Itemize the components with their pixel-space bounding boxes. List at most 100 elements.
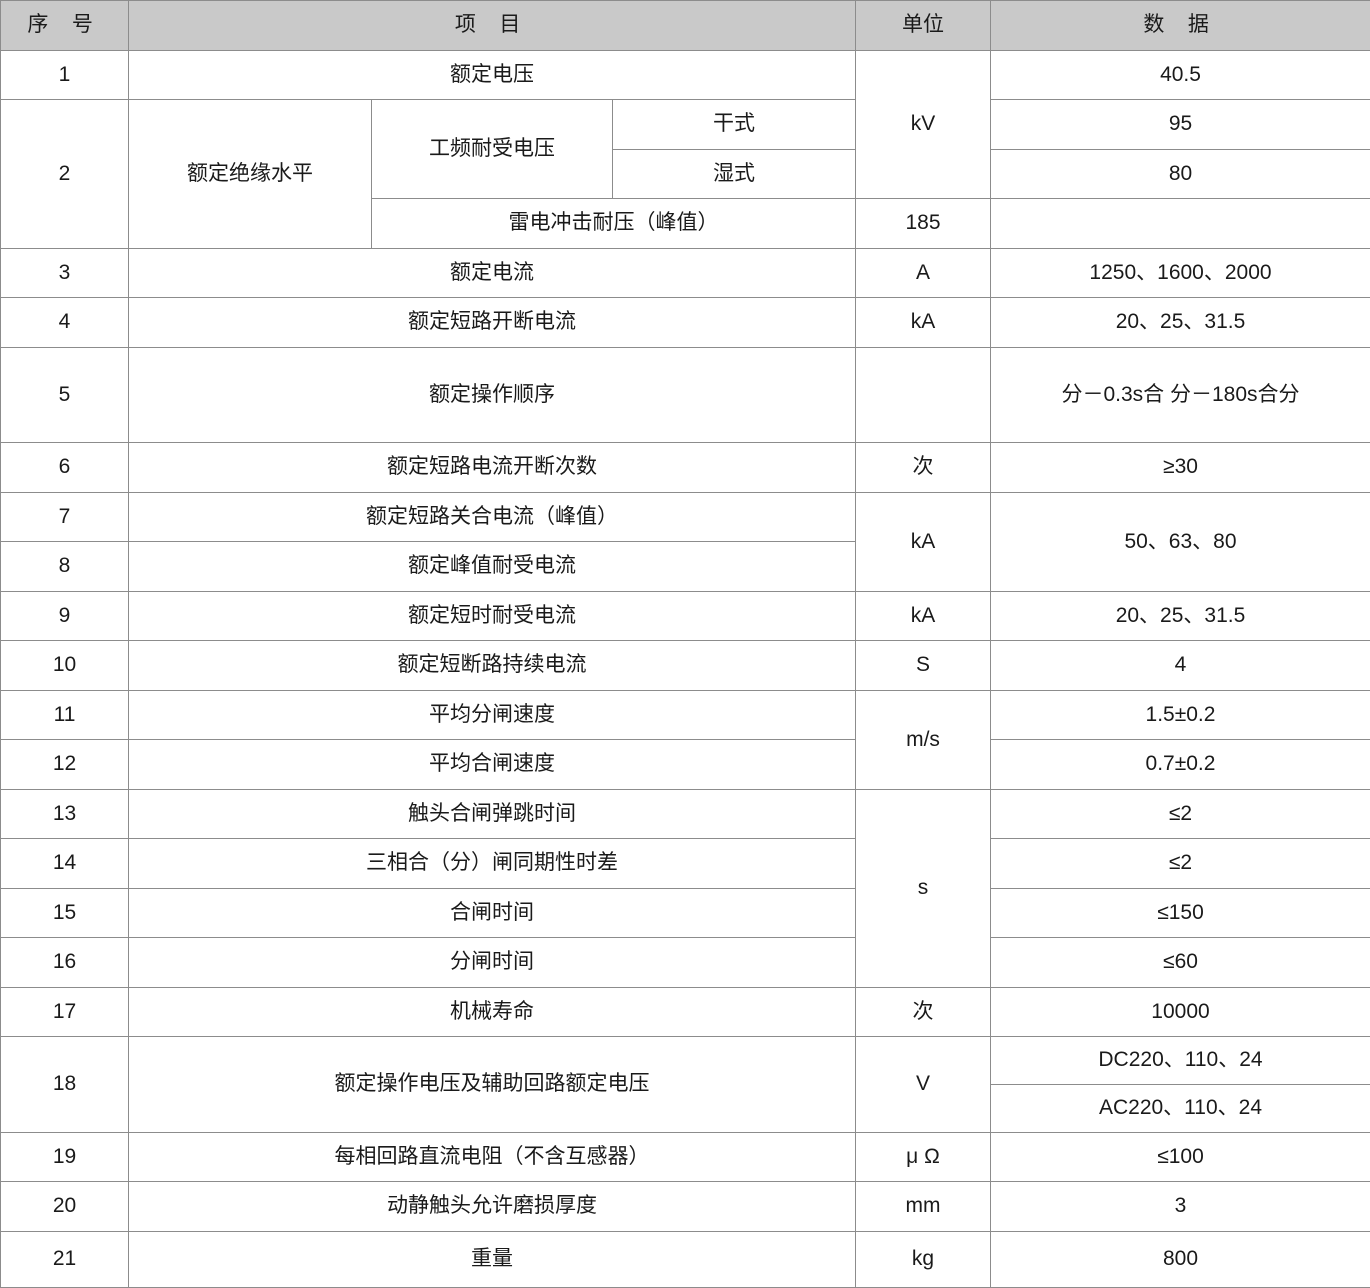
row-data-wet: 80	[991, 150, 1370, 199]
table-row: 15 合闸时间 ≤150	[1, 889, 1370, 938]
row-unit: m/s	[856, 691, 991, 790]
row-unit	[856, 348, 991, 443]
row-item: 额定操作电压及辅助回路额定电压	[129, 1037, 856, 1133]
row-seq: 9	[1, 592, 129, 641]
row-item: 额定短断路持续电流	[129, 641, 856, 691]
row-item: 机械寿命	[129, 988, 856, 1037]
row-item: 额定绝缘水平	[129, 100, 372, 249]
row-data: 20、25、31.5	[991, 592, 1370, 641]
row-item: 额定电压	[129, 51, 856, 100]
row-seq: 13	[1, 790, 129, 839]
row-item: 三相合（分）闸同期性时差	[129, 839, 856, 889]
row-seq: 18	[1, 1037, 129, 1133]
row-data: 800	[991, 1232, 1370, 1288]
row-seq: 3	[1, 249, 129, 298]
row-unit: s	[856, 790, 991, 988]
row-data: 分－0.3s合 分－180s合分	[991, 348, 1370, 443]
table-row: 1 额定电压 kV 40.5	[1, 51, 1370, 100]
row-sub-sub-item-wet: 湿式	[613, 150, 856, 199]
row-unit: kA	[856, 298, 991, 348]
header-unit: 单位	[856, 1, 991, 51]
row-item: 额定短时耐受电流	[129, 592, 856, 641]
row-seq: 21	[1, 1232, 129, 1288]
row-data: ≤2	[991, 790, 1370, 839]
row-data-dc: DC220、110、24	[991, 1037, 1370, 1085]
row-data: ≥30	[991, 443, 1370, 493]
table-row: 5 额定操作顺序 分－0.3s合 分－180s合分	[1, 348, 1370, 443]
row-unit: 次	[856, 988, 991, 1037]
table-row: 14 三相合（分）闸同期性时差 ≤2	[1, 839, 1370, 889]
row-data: 20、25、31.5	[991, 298, 1370, 348]
header-row: 序 号 项 目 单位 数 据	[1, 1, 1370, 51]
table-row: 12 平均合闸速度 0.7±0.2	[1, 740, 1370, 790]
row-item: 重量	[129, 1232, 856, 1288]
row-item: 分闸时间	[129, 938, 856, 988]
row-data: 10000	[991, 988, 1370, 1037]
row-data: ≤60	[991, 938, 1370, 988]
row-seq: 14	[1, 839, 129, 889]
row-item: 额定短路电流开断次数	[129, 443, 856, 493]
table-row: 9 额定短时耐受电流 kA 20、25、31.5	[1, 592, 1370, 641]
row-unit: 次	[856, 443, 991, 493]
row-data: ≤100	[991, 1133, 1370, 1182]
row-seq: 11	[1, 691, 129, 740]
table-row: 4 额定短路开断电流 kA 20、25、31.5	[1, 298, 1370, 348]
row-seq: 16	[1, 938, 129, 988]
row-item: 额定短路关合电流（峰值）	[129, 493, 856, 542]
row-data: 50、63、80	[991, 493, 1370, 592]
row-item: 平均分闸速度	[129, 691, 856, 740]
row-data: 3	[991, 1182, 1370, 1232]
row-unit: kV	[856, 51, 991, 199]
row-data-impulse: 185	[856, 199, 991, 249]
row-unit: kA	[856, 592, 991, 641]
table-row: 11 平均分闸速度 m/s 1.5±0.2	[1, 691, 1370, 740]
row-item: 额定短路开断电流	[129, 298, 856, 348]
table-row: 3 额定电流 A 1250、1600、2000	[1, 249, 1370, 298]
row-unit: kg	[856, 1232, 991, 1288]
row-unit: mm	[856, 1182, 991, 1232]
row-data-ac: AC220、110、24	[991, 1085, 1370, 1133]
row-seq: 6	[1, 443, 129, 493]
row-item: 触头合闸弹跳时间	[129, 790, 856, 839]
row-seq: 10	[1, 641, 129, 691]
row-sub-item: 工频耐受电压	[372, 100, 613, 199]
row-seq: 20	[1, 1182, 129, 1232]
row-data: ≤150	[991, 889, 1370, 938]
table-body: 1 额定电压 kV 40.5 2 额定绝缘水平 工频耐受电压 干式 95 湿式 …	[1, 51, 1370, 1288]
row-seq: 17	[1, 988, 129, 1037]
row-item: 动静触头允许磨损厚度	[129, 1182, 856, 1232]
row-item: 每相回路直流电阻（不含互感器）	[129, 1133, 856, 1182]
table-row: 6 额定短路电流开断次数 次 ≥30	[1, 443, 1370, 493]
header-item: 项 目	[129, 1, 856, 51]
row-seq: 5	[1, 348, 129, 443]
row-data: 0.7±0.2	[991, 740, 1370, 790]
row-seq: 4	[1, 298, 129, 348]
row-sub-item-impulse: 雷电冲击耐压（峰值）	[372, 199, 856, 249]
row-data: 1250、1600、2000	[991, 249, 1370, 298]
table-row: 13 触头合闸弹跳时间 s ≤2	[1, 790, 1370, 839]
row-data: 4	[991, 641, 1370, 691]
header-seq: 序 号	[1, 1, 129, 51]
row-seq: 1	[1, 51, 129, 100]
table-row: 7 额定短路关合电流（峰值） kA 50、63、80	[1, 493, 1370, 542]
row-seq: 19	[1, 1133, 129, 1182]
row-seq: 12	[1, 740, 129, 790]
row-seq: 7	[1, 493, 129, 542]
row-unit: kA	[856, 493, 991, 592]
row-unit: S	[856, 641, 991, 691]
row-item: 平均合闸速度	[129, 740, 856, 790]
table-row: 16 分闸时间 ≤60	[1, 938, 1370, 988]
row-data-dry: 95	[991, 100, 1370, 150]
row-data: ≤2	[991, 839, 1370, 889]
row-item: 额定电流	[129, 249, 856, 298]
row-seq: 15	[1, 889, 129, 938]
table-row: 19 每相回路直流电阻（不含互感器） μ Ω ≤100	[1, 1133, 1370, 1182]
row-seq: 2	[1, 100, 129, 249]
table-row: 17 机械寿命 次 10000	[1, 988, 1370, 1037]
row-unit: V	[856, 1037, 991, 1133]
row-unit: A	[856, 249, 991, 298]
table-row: 20 动静触头允许磨损厚度 mm 3	[1, 1182, 1370, 1232]
table-row: 21 重量 kg 800	[1, 1232, 1370, 1288]
row-sub-sub-item-dry: 干式	[613, 100, 856, 150]
